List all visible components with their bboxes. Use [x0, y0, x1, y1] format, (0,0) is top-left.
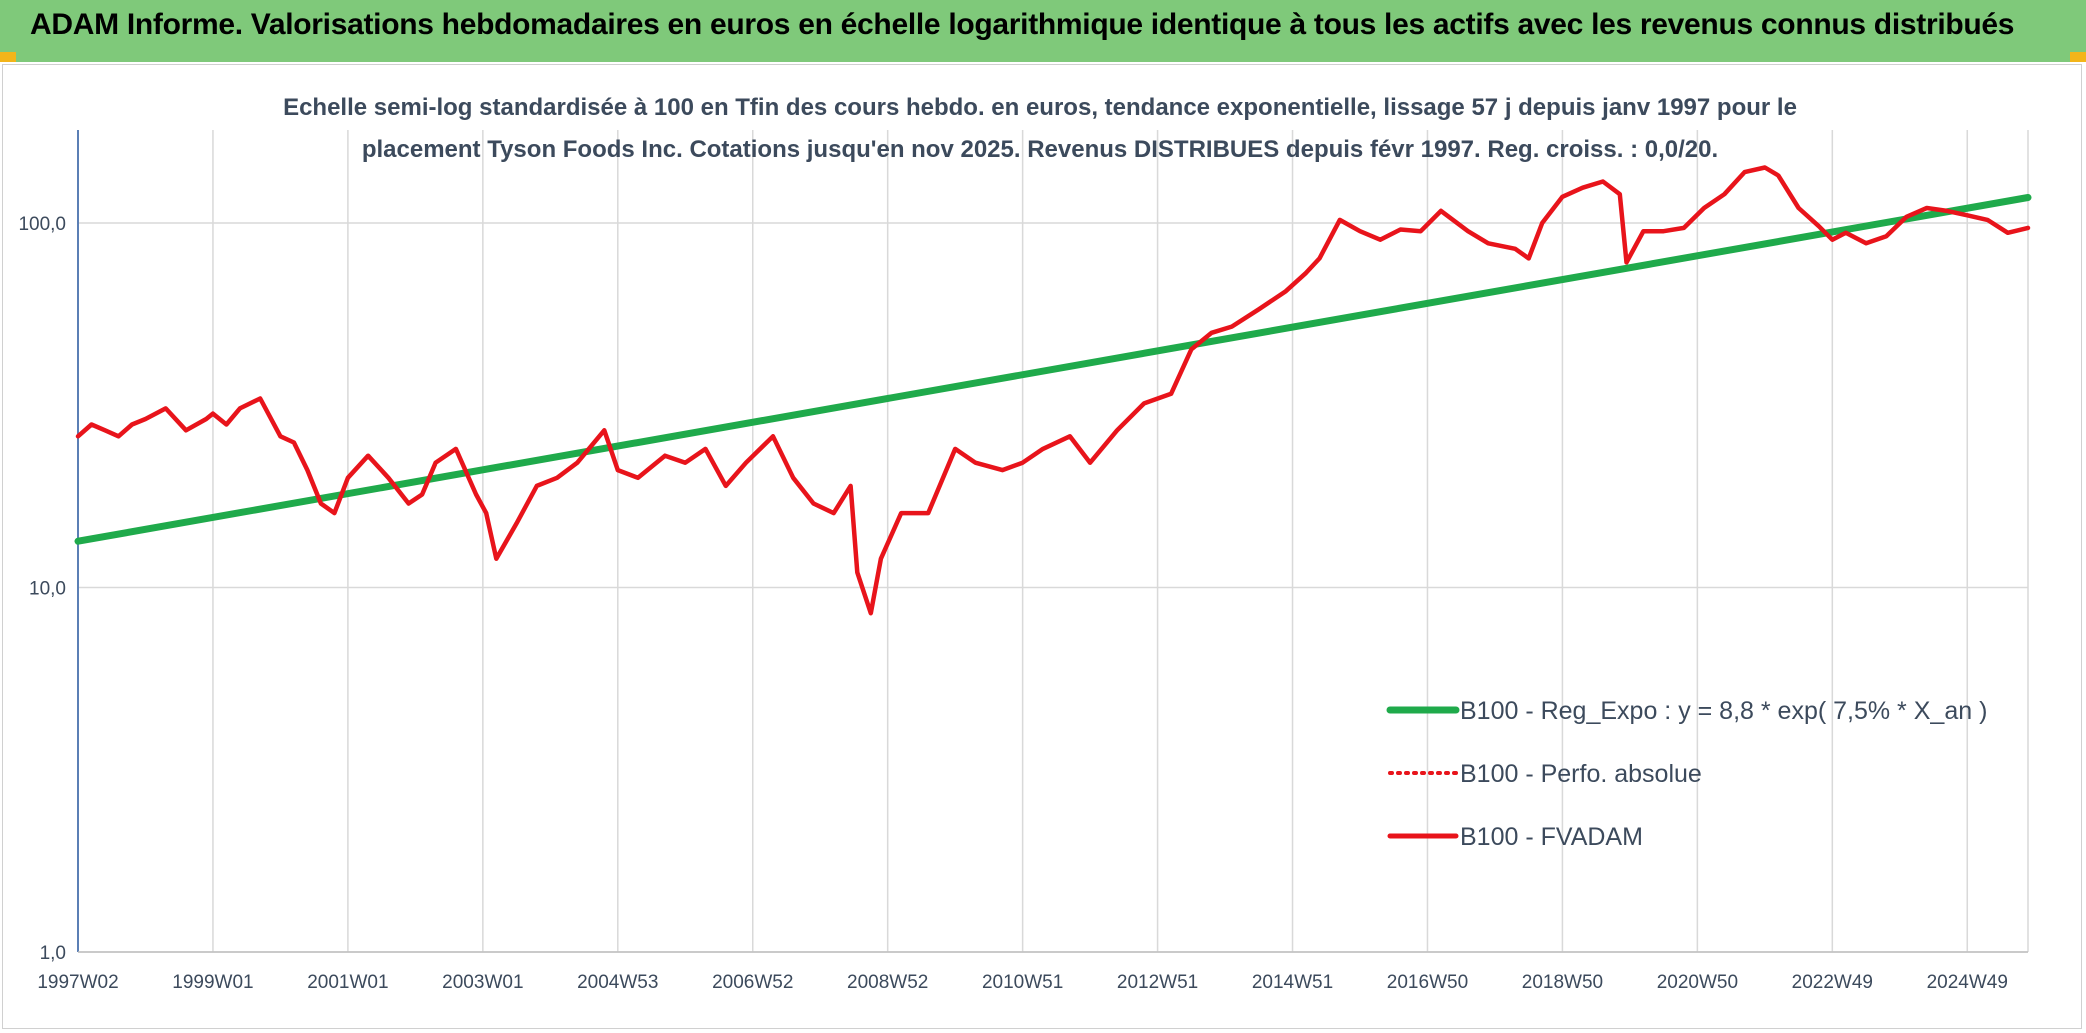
legend-label: B100 - Reg_Expo : y = 8,8 * exp( 7,5% * … — [1460, 697, 1987, 725]
x-tick-label: 2018W50 — [1522, 972, 1603, 993]
grid-lines — [77, 130, 2029, 953]
x-tick-label: 1999W01 — [172, 972, 253, 993]
corner-accent-left — [0, 52, 16, 62]
y-tick-label: 10,0 — [29, 579, 66, 600]
x-tick-label: 2016W50 — [1387, 972, 1468, 993]
x-tick-label: 2003W01 — [442, 972, 523, 993]
x-tick-label: 2022W49 — [1792, 972, 1873, 993]
x-tick-label: 2004W53 — [577, 972, 658, 993]
x-tick-label: 2014W51 — [1252, 972, 1333, 993]
trend-series-line — [74, 194, 2032, 545]
series — [74, 165, 2032, 616]
x-tick-label: 2008W52 — [847, 972, 928, 993]
chart-title: Echelle semi-log standardisée à 100 en T… — [283, 94, 1797, 163]
legend-label: B100 - Perfo. absolue — [1460, 760, 1702, 788]
axes: 1,0 10,0 100,0 1997W02 1999W01 2001W01 2003W01… — [18, 130, 2028, 993]
x-tick-label: 2024W49 — [1927, 972, 2008, 993]
chart-frame — [2, 64, 2082, 1029]
x-tick-label: 2001W01 — [307, 972, 388, 993]
chart-title-line: placement Tyson Foods Inc. Cotations jus… — [362, 136, 1718, 163]
x-tick-label: 2010W51 — [982, 972, 1063, 993]
legend-label: B100 - FVADAM — [1460, 823, 1643, 851]
legend: B100 - Reg_Expo : y = 8,8 * exp( 7,5% * … — [1386, 697, 1987, 851]
chart-title-line: Echelle semi-log standardisée à 100 en T… — [283, 94, 1797, 121]
corner-accent-right — [2070, 52, 2086, 62]
x-tick-label: 2020W50 — [1657, 972, 1738, 993]
y-tick-label: 1,0 — [40, 943, 66, 964]
x-tick-label: 2006W52 — [712, 972, 793, 993]
y-tick-label: 100,0 — [18, 214, 66, 235]
x-tick-label: 2012W51 — [1117, 972, 1198, 993]
report-banner: ADAM Informe. Valorisations hebdomadaire… — [0, 0, 2086, 62]
fvadam-series-line — [75, 165, 2031, 616]
report-title: ADAM Informe. Valorisations hebdomadaire… — [30, 8, 2015, 41]
x-tick-label: 1997W02 — [37, 972, 118, 993]
